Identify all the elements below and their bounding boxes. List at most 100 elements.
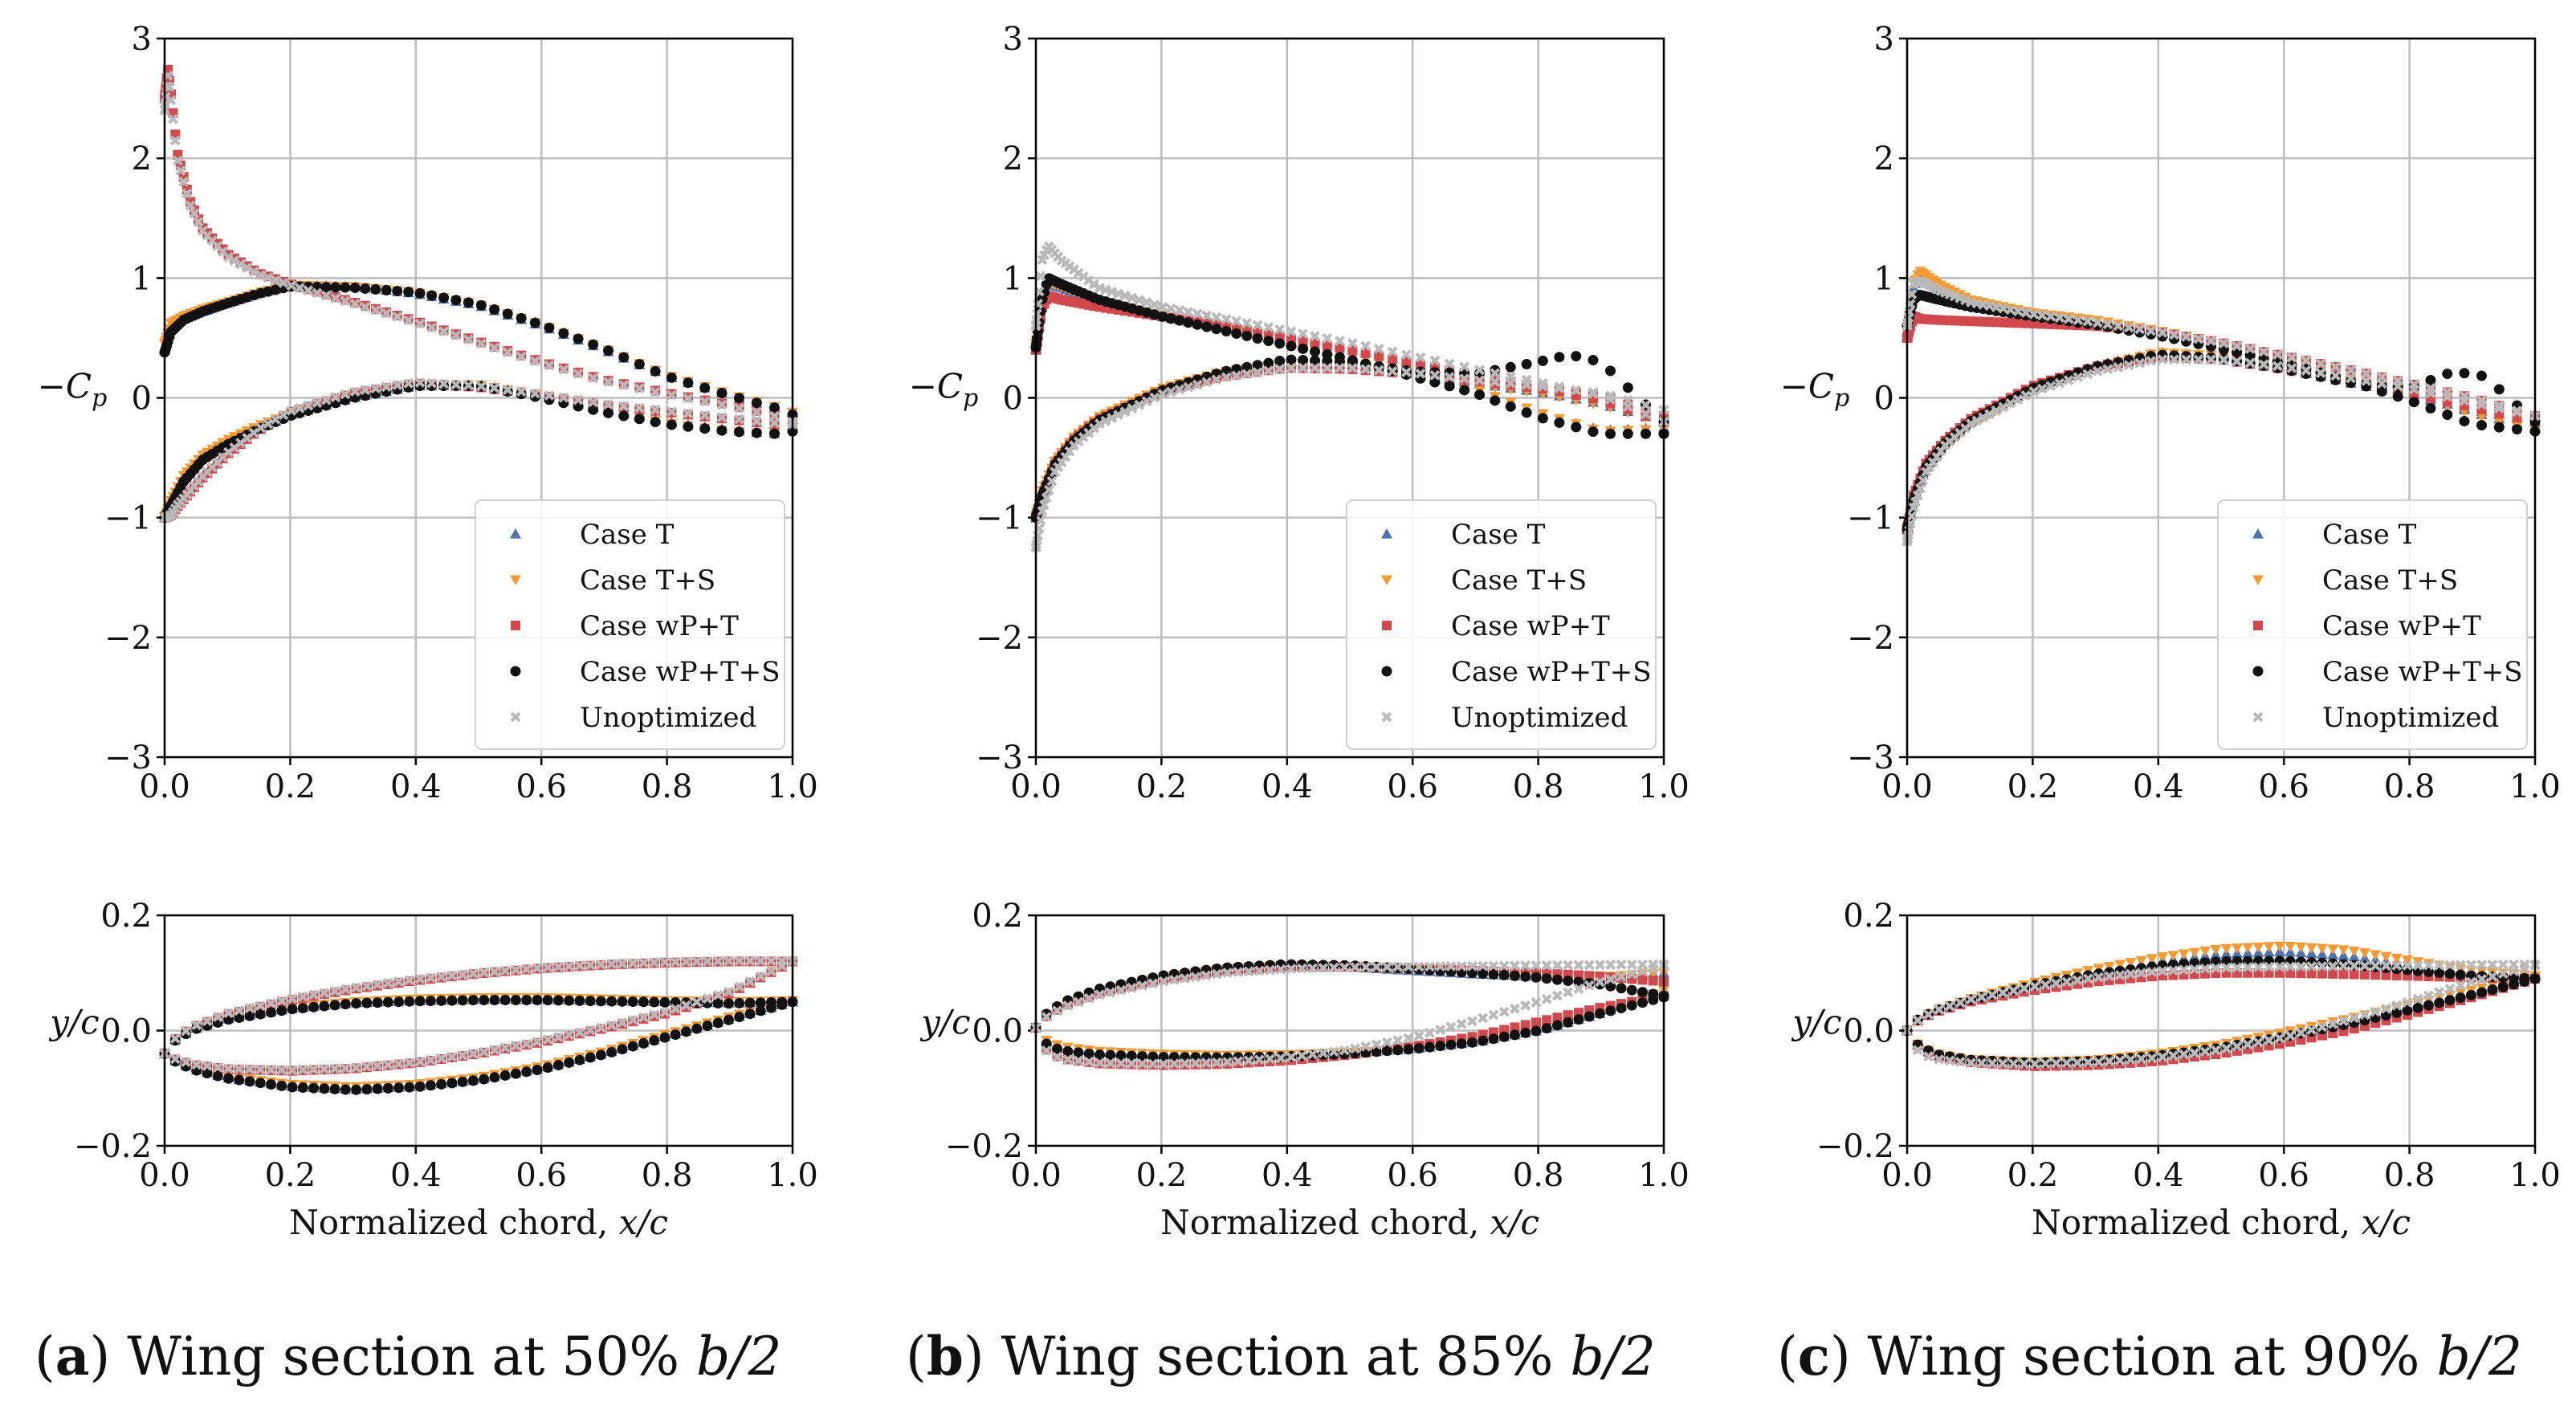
data-point: [544, 390, 555, 401]
x-tick-label: 0.8: [642, 768, 693, 805]
data-point: [2113, 323, 2124, 334]
data-point: [392, 285, 403, 296]
data-point: [1298, 343, 1309, 354]
data-point: [627, 958, 638, 969]
data-point: [2125, 958, 2137, 968]
data-point: [1149, 309, 1160, 320]
y-tick-label: 1: [132, 260, 152, 297]
data-point: [2412, 957, 2424, 968]
data-point: [1435, 961, 1446, 972]
data-point: [649, 996, 660, 1008]
data-point: [2508, 979, 2519, 990]
geometry-plot: 0.0 0.2 0.4 0.6 0.8 1.0−0.20.00.2y/cNormalize…: [1791, 898, 2561, 1242]
data-point: [1381, 1045, 1392, 1057]
data-point: [2295, 942, 2307, 953]
data-point: [552, 995, 564, 1006]
data-point: [1444, 358, 1455, 369]
data-point: [2425, 375, 2436, 386]
data-point: [1978, 412, 1989, 423]
data-point: [768, 428, 780, 439]
data-point: [1174, 305, 1185, 316]
data-point: [2073, 315, 2084, 326]
legend-label: Case T+S: [2322, 564, 2458, 597]
data-point: [2305, 943, 2317, 954]
data-point: [2232, 962, 2243, 973]
data-point: [1241, 369, 1253, 380]
data-point: [1435, 1041, 1446, 1052]
data-point: [2135, 955, 2147, 967]
data-point: [2434, 997, 2445, 1008]
data-point: [2218, 354, 2229, 365]
data-point: [244, 1076, 255, 1087]
data-point: [1265, 1053, 1276, 1065]
data-point: [2073, 317, 2084, 328]
data-point: [1328, 1046, 1339, 1057]
data-point: [1105, 1049, 1116, 1061]
data-point: [755, 1005, 766, 1017]
data-point: [766, 955, 776, 967]
data-point: [1253, 1051, 1265, 1062]
data-point: [1200, 1057, 1212, 1068]
data-point: [181, 1057, 191, 1068]
data-point: [2206, 354, 2216, 365]
data-point: [2146, 356, 2157, 366]
data-point: [1542, 1015, 1552, 1025]
legend-marker: [2252, 666, 2264, 677]
x-tick-label: 1.0: [767, 1157, 818, 1194]
data-point: [489, 1072, 500, 1083]
data-point: [2306, 961, 2317, 972]
data-point: [193, 217, 204, 227]
data-point: [2392, 381, 2403, 392]
data-point: [351, 1062, 361, 1074]
legend-label: Unoptimized: [580, 702, 756, 734]
data-point: [1360, 364, 1372, 375]
data-point: [2459, 416, 2470, 427]
data-point: [2391, 953, 2403, 964]
data-point: [2263, 942, 2275, 952]
data-point: [255, 1078, 266, 1089]
data-point: [1046, 475, 1058, 487]
y-axis-label: y/c: [48, 1003, 99, 1042]
data-point: [2199, 963, 2211, 974]
data-point: [2370, 970, 2381, 980]
legend-marker: [2253, 621, 2263, 630]
data-point: [659, 1007, 670, 1017]
data-point: [680, 997, 691, 1008]
legend: Case T Case T+S Case wP+T Case wP+T+S Unopti…: [1346, 499, 1657, 750]
data-point: [2020, 310, 2032, 321]
data-point: [1626, 959, 1637, 970]
data-point: [2082, 369, 2093, 380]
data-point: [716, 412, 728, 423]
data-point: [638, 1012, 649, 1023]
data-point: [425, 972, 436, 984]
data-point: [2189, 964, 2200, 975]
data-point: [2252, 1037, 2264, 1048]
data-point: [457, 1049, 468, 1061]
data-point: [1413, 1030, 1425, 1041]
data-point: [1552, 1013, 1563, 1023]
data-point: [2063, 313, 2074, 324]
data-point: [308, 989, 319, 1000]
x-tick-label: 0.2: [265, 1157, 316, 1194]
data-point: [2146, 1053, 2158, 1064]
data-point: [330, 392, 341, 403]
data-point: [2199, 1046, 2211, 1057]
data-point: [1474, 389, 1486, 400]
data-point: [2252, 962, 2264, 972]
data-point: [734, 981, 745, 992]
data-point: [2092, 365, 2103, 377]
data-point: [361, 1084, 373, 1095]
data-point: [308, 1082, 320, 1094]
data-point: [426, 377, 438, 389]
data-point: [1252, 367, 1263, 378]
data-point: [617, 1017, 628, 1029]
data-point: [1459, 385, 1470, 396]
data-point: [1604, 365, 1616, 377]
data-point: [191, 1020, 202, 1031]
data-point: [1554, 352, 1565, 363]
data-point: [1134, 295, 1145, 306]
data-point: [1165, 386, 1176, 397]
data-point: [1563, 1017, 1574, 1028]
data-point: [2286, 362, 2297, 373]
